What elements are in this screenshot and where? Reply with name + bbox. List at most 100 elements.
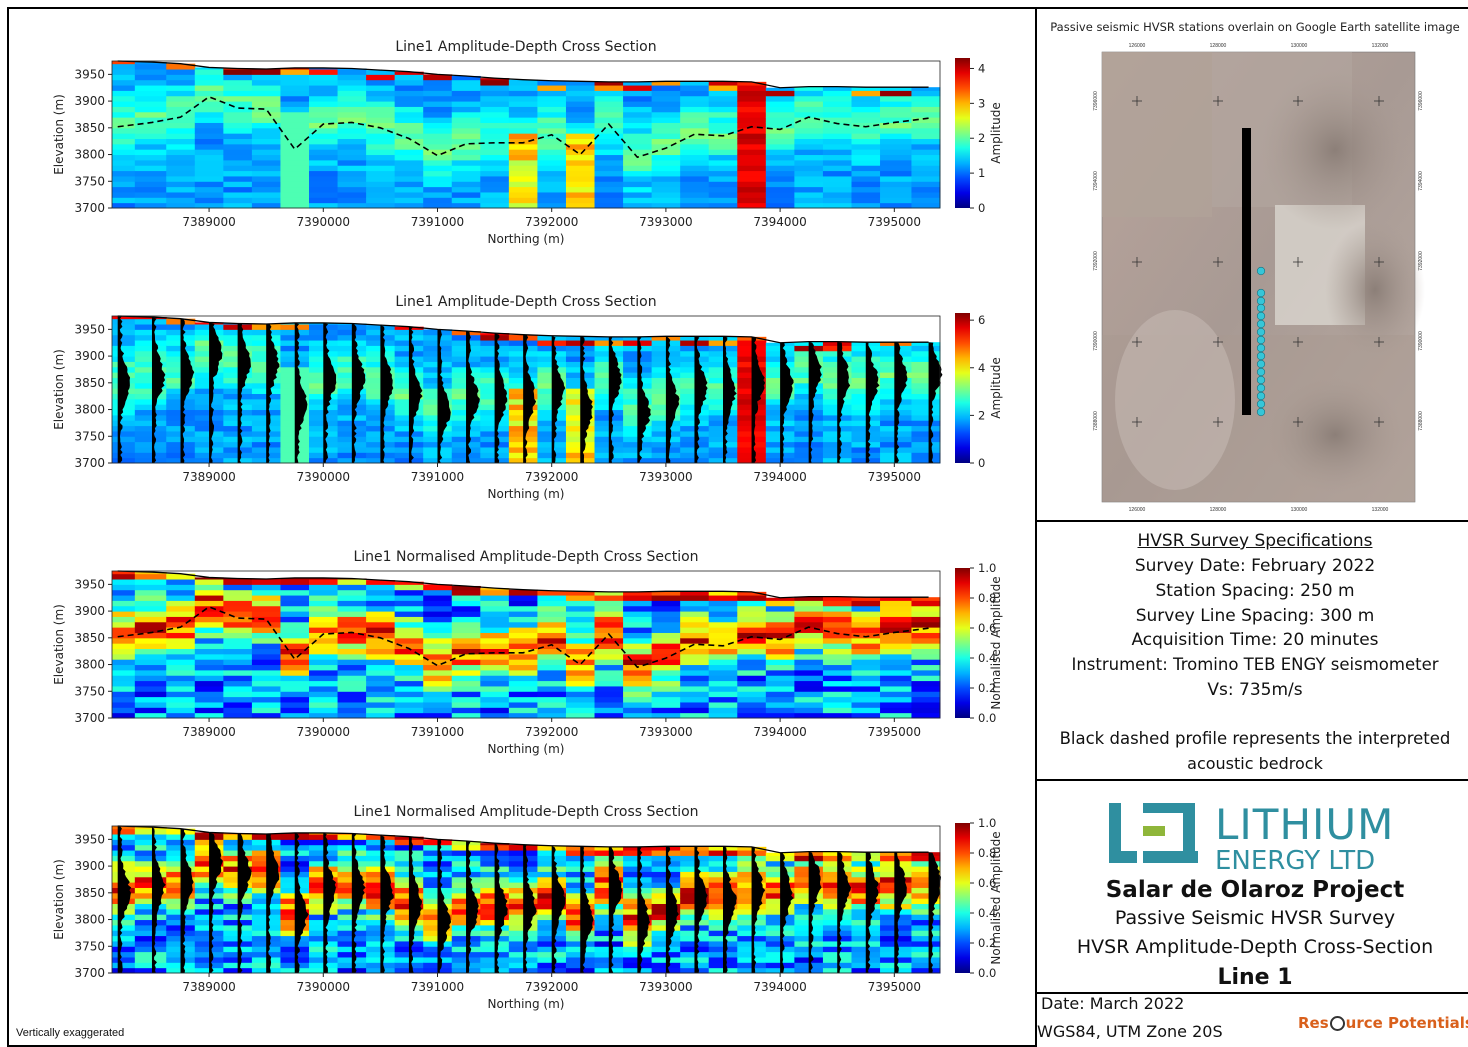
- heatmap-cell: [112, 701, 136, 708]
- heatmap-cell: [708, 191, 738, 198]
- heatmap-cell: [394, 653, 424, 660]
- heatmap-cell: [765, 643, 795, 650]
- heatmap-cell: [423, 74, 453, 81]
- heatmap-cell: [537, 627, 567, 633]
- heatmap-cell: [112, 95, 136, 102]
- heatmap-cell: [166, 621, 196, 628]
- heatmap-cell: [134, 589, 167, 596]
- heatmap-cell: [194, 127, 224, 134]
- heatmap-cell: [651, 165, 681, 172]
- heatmap-cell: [565, 111, 596, 118]
- heatmap-cell: [134, 165, 167, 172]
- heatmap-cell: [765, 611, 795, 617]
- heatmap-cell: [280, 191, 310, 198]
- heatmap-cell: [911, 621, 941, 628]
- heatmap-cell: [134, 653, 167, 660]
- heatmap-cell: [223, 611, 253, 617]
- heatmap-cell: [194, 149, 224, 156]
- x-axis-label: Northing (m): [488, 997, 565, 1011]
- heatmap-cell: [451, 632, 481, 639]
- heatmap-cell: [451, 585, 481, 591]
- heatmap-cell: [337, 143, 367, 150]
- heatmap-cell: [880, 616, 912, 623]
- heatmap-cell: [280, 648, 310, 655]
- heatmap-cell: [911, 382, 941, 389]
- heatmap-cell: [508, 648, 538, 655]
- heatmap-cell: [112, 197, 136, 204]
- heatmap-cell: [480, 680, 510, 687]
- heatmap-cell: [194, 589, 224, 596]
- heatmap-cell: [366, 95, 396, 102]
- heatmap-cell: [508, 627, 538, 633]
- heatmap-cell: [508, 202, 538, 209]
- heatmap-cell: [134, 350, 167, 357]
- heatmap-cell: [451, 696, 481, 703]
- heatmap-cell: [737, 117, 767, 123]
- heatmap-cell: [708, 111, 738, 118]
- heatmap-cell: [822, 127, 852, 134]
- heatmap-cell: [251, 627, 281, 633]
- chart-svg: Line1 Amplitude-Depth Cross Section73890…: [52, 294, 1003, 501]
- heatmap-cell: [565, 696, 596, 703]
- heatmap-cell: [822, 611, 852, 617]
- heatmap-cell: [134, 876, 167, 883]
- heatmap-cell: [112, 691, 136, 698]
- heatmap-cell: [112, 589, 136, 596]
- heatmap-cell: [337, 712, 367, 719]
- heatmap-cell: [480, 589, 510, 596]
- heatmap-cell: [194, 111, 224, 118]
- heatmap-cell: [223, 637, 253, 644]
- heatmap-cell: [594, 696, 624, 703]
- logo-bar-1: [1109, 803, 1121, 863]
- heatmap-cell: [251, 616, 281, 623]
- heatmap-cell: [280, 74, 310, 81]
- y-tick-label: 3700: [74, 966, 105, 980]
- heatmap-cell: [337, 680, 367, 687]
- heatmap-cell: [423, 79, 453, 86]
- heatmap-cell: [565, 632, 596, 639]
- heatmap-cell: [366, 643, 396, 650]
- heatmap-cell: [765, 95, 795, 102]
- heatmap-cell: [737, 159, 767, 166]
- heatmap-cell: [565, 616, 596, 623]
- heatmap-cell: [309, 643, 339, 650]
- heatmap-cell: [366, 691, 396, 698]
- heatmap-cell: [680, 696, 710, 703]
- grid-crosses: [1132, 96, 1384, 427]
- heatmap-cell: [594, 159, 624, 166]
- chart-title: Line1 Amplitude-Depth Cross Section: [395, 294, 656, 310]
- colorbar-tick-label: 0.2: [978, 681, 996, 695]
- heatmap-cell: [851, 627, 881, 633]
- hvsr-station: [1256, 296, 1266, 306]
- heatmap-cell: [737, 111, 767, 118]
- heatmap-cell: [223, 643, 253, 650]
- heatmap-cell: [166, 584, 196, 591]
- heatmap-cell: [765, 675, 795, 682]
- x-tick-label: 7389000: [182, 725, 235, 739]
- heatmap-cell: [794, 154, 824, 161]
- heatmap-cell: [623, 159, 653, 166]
- heatmap-cell: [623, 170, 653, 177]
- heatmap-cell: [394, 595, 424, 601]
- hvsr-station: [1256, 351, 1266, 361]
- heatmap-cell: [194, 186, 224, 193]
- heatmap-cell: [822, 701, 852, 708]
- heatmap-cell: [223, 664, 253, 671]
- hvsr-stations: [1256, 266, 1266, 417]
- heatmap-cell: [451, 589, 481, 596]
- heatmap-cell: [537, 611, 567, 617]
- heatmap-cell: [508, 149, 538, 156]
- heatmap-cell: [651, 111, 681, 118]
- heatmap-cell: [565, 605, 596, 612]
- heatmap-cell: [880, 632, 912, 639]
- heatmap-cell: [794, 632, 824, 639]
- heatmap: [112, 571, 941, 719]
- heatmap-cell: [280, 106, 310, 113]
- colorbar-tick-label: 1.0: [978, 561, 996, 575]
- heatmap-cell: [708, 669, 738, 676]
- heatmap-cell: [737, 653, 767, 660]
- heatmap-cell: [309, 127, 339, 134]
- heatmap-cell: [911, 643, 941, 650]
- heatmap-cell: [480, 85, 510, 91]
- heatmap-cell: [112, 584, 136, 591]
